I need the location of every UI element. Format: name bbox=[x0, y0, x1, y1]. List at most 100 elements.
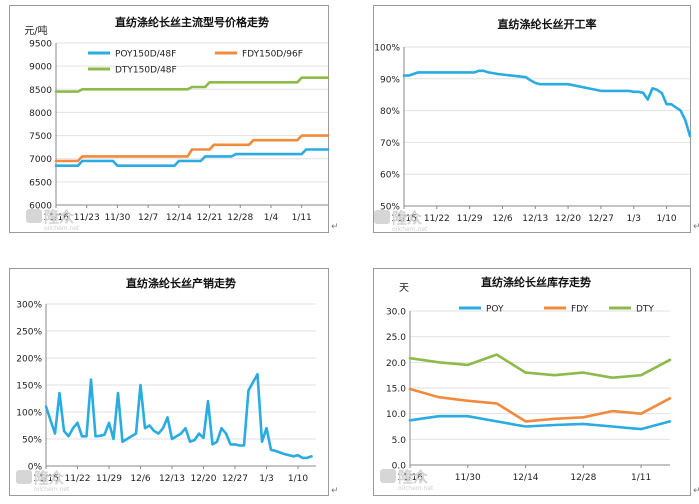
x-tick-label: 1/11 bbox=[631, 473, 651, 483]
legend-label: DTY bbox=[636, 305, 654, 315]
series-line-fdy bbox=[408, 387, 672, 423]
chart-operating-rate: 直纺涤纶长丝开工率 50% 60% 70% 80% 90% 100% 11/15 11/22 11… bbox=[373, 5, 692, 233]
x-tick-label: 12/13 bbox=[522, 214, 548, 224]
x-tick-label: 12/28 bbox=[570, 473, 596, 483]
watermark-brand: 隆众 bbox=[44, 208, 74, 226]
legend-label: FDY bbox=[571, 305, 589, 315]
series-line-1-0 bbox=[402, 69, 692, 138]
watermark-brand: 隆众 bbox=[392, 209, 422, 227]
y-tick-label: 90% bbox=[380, 75, 400, 85]
watermark-logo-icon bbox=[16, 470, 32, 484]
y-tick-label: 200% bbox=[16, 355, 42, 365]
y-tick-label: 25.0 bbox=[386, 333, 406, 343]
x-tick-label: 12/14 bbox=[166, 213, 192, 223]
y-tick-label: 9000 bbox=[29, 63, 52, 73]
y-tick-label: 100% bbox=[16, 409, 42, 419]
x-tick-label: 12/6 bbox=[130, 474, 150, 484]
x-tick-label: 11/16 bbox=[397, 473, 423, 483]
watermark-logo-icon bbox=[26, 209, 42, 223]
x-tick-label: 12/13 bbox=[159, 474, 185, 484]
y-tick-label: 8000 bbox=[29, 109, 52, 119]
chart-title: 直纺涤纶长丝主流型号价格走势 bbox=[115, 15, 269, 29]
y-tick-label: 15.0 bbox=[386, 385, 406, 395]
legend-label: POY150D/48F bbox=[115, 50, 176, 60]
watermark-brand: 隆众 bbox=[398, 468, 428, 486]
chart-title: 直纺涤纶长丝开工率 bbox=[498, 17, 597, 31]
x-tick-label: 11/30 bbox=[455, 473, 481, 483]
chart-title: 直纺涤纶长丝产销走势 bbox=[126, 276, 236, 290]
y-tick-label: 0.0 bbox=[392, 462, 407, 472]
x-tick-label: 11/22 bbox=[65, 474, 91, 484]
y-tick-label: 300% bbox=[16, 301, 42, 311]
y-tick-label: 0% bbox=[28, 463, 43, 473]
x-tick-label: 11/15 bbox=[33, 474, 59, 484]
legend-label: POY bbox=[486, 305, 504, 315]
x-tick-label: 12/20 bbox=[555, 214, 581, 224]
watermark-site: oilchem.net bbox=[34, 486, 70, 493]
operating-rate-svg: 直纺涤纶长丝开工率 50% 60% 70% 80% 90% 100% 11/15 11/22 11… bbox=[374, 17, 692, 233]
return-mark: ↵ bbox=[693, 222, 699, 232]
y-tick-label: 10.0 bbox=[386, 410, 406, 420]
x-tick-label: 1/10 bbox=[656, 214, 676, 224]
x-tick-label: 12/6 bbox=[492, 214, 512, 224]
y-tick-label: 70% bbox=[380, 139, 400, 149]
y-tick-label: 50% bbox=[380, 203, 400, 213]
x-tick-label: 11/22 bbox=[424, 214, 450, 224]
y-axis-label: 天 bbox=[399, 283, 409, 294]
watermark-site: oilchem.net bbox=[44, 225, 80, 232]
x-tick-label: 11/29 bbox=[457, 214, 483, 224]
x-tick-label: 11/16 bbox=[43, 213, 69, 223]
x-tick-label: 11/30 bbox=[104, 213, 130, 223]
chart-price-trend: 直纺涤纶长丝主流型号价格走势元/吨 6000 6500 7000 7500 8000 850… bbox=[9, 5, 330, 233]
x-tick-label: 12/27 bbox=[588, 214, 614, 224]
legend-label: DTY150D/48F bbox=[115, 66, 177, 76]
y-axis-label: 元/吨 bbox=[24, 24, 47, 37]
y-tick-label: 9500 bbox=[29, 40, 52, 50]
watermark-site: oilchem.net bbox=[392, 226, 428, 233]
chart-title: 直纺涤纶长丝库存走势 bbox=[481, 275, 591, 289]
x-tick-label: 12/14 bbox=[513, 473, 539, 483]
x-tick-label: 12/27 bbox=[222, 474, 248, 484]
y-tick-label: 20.0 bbox=[386, 359, 406, 369]
watermark-brand: 隆众 bbox=[34, 469, 64, 487]
y-tick-label: 30.0 bbox=[386, 308, 406, 318]
y-tick-label: 6500 bbox=[29, 178, 52, 188]
y-tick-label: 100% bbox=[374, 44, 400, 54]
x-tick-label: 1/4 bbox=[264, 213, 279, 223]
series-line-fdy150d/96f bbox=[54, 134, 330, 163]
series-line-dty150d/48f bbox=[54, 76, 330, 93]
x-tick-label: 1/3 bbox=[259, 474, 273, 484]
y-tick-label: 7500 bbox=[29, 132, 52, 142]
watermark-logo-icon bbox=[374, 210, 390, 224]
y-tick-label: 7000 bbox=[29, 155, 52, 165]
x-tick-label: 11/23 bbox=[74, 213, 100, 223]
x-tick-label: 12/20 bbox=[191, 474, 217, 484]
x-tick-label: 11/15 bbox=[391, 214, 417, 224]
return-mark: ↵ bbox=[331, 222, 339, 232]
x-tick-label: 12/21 bbox=[197, 213, 223, 223]
y-tick-label: 50% bbox=[22, 436, 42, 446]
x-tick-label: 1/3 bbox=[626, 214, 640, 224]
x-tick-label: 1/10 bbox=[288, 474, 308, 484]
production-sales-svg: 直纺涤纶长丝产销走势 0% 50% 100% 150% 200% 250% 300% 11/15… bbox=[16, 276, 316, 493]
x-tick-label: 12/28 bbox=[227, 213, 253, 223]
series-line-2-0 bbox=[44, 372, 313, 460]
y-tick-label: 150% bbox=[16, 382, 42, 392]
return-mark: ↵ bbox=[331, 486, 339, 496]
series-line-poy bbox=[408, 414, 672, 431]
chart-production-sales: 直纺涤纶长丝产销走势 0% 50% 100% 150% 200% 250% 300% 11/15… bbox=[9, 268, 329, 496]
y-tick-label: 80% bbox=[380, 107, 400, 117]
chart-inventory: 直纺涤纶长丝库存走势天 0.0 5.0 10.0 15.0 20.0 25.0 30.0 11/… bbox=[373, 268, 691, 496]
legend-label: FDY150D/96F bbox=[242, 50, 303, 60]
y-tick-label: 250% bbox=[16, 328, 42, 338]
series-line-poy150d/48f bbox=[54, 148, 330, 167]
y-tick-label: 60% bbox=[380, 171, 400, 181]
watermark-logo-icon bbox=[380, 469, 396, 483]
y-tick-label: 6000 bbox=[29, 202, 52, 212]
y-tick-label: 5.0 bbox=[392, 436, 407, 446]
x-tick-label: 1/11 bbox=[292, 213, 312, 223]
y-tick-label: 8500 bbox=[29, 86, 52, 96]
x-tick-label: 12/7 bbox=[138, 213, 158, 223]
